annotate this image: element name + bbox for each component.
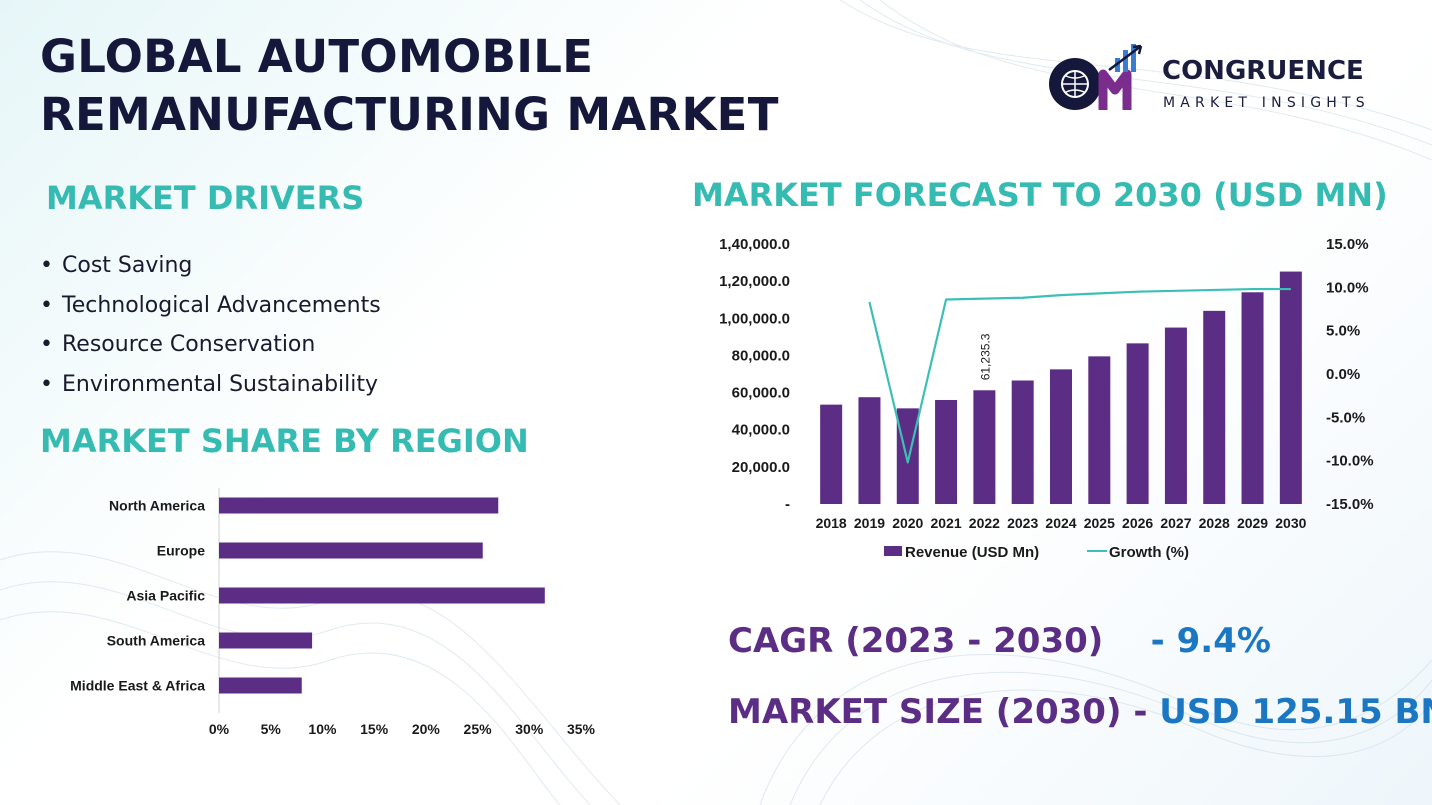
forecast-x-tick-label: 2030 [1275,515,1306,531]
revenue-bar [896,408,919,504]
region-x-tick-label: 20% [412,721,441,737]
forecast-left-tick-label: 1,00,000.0 [719,310,790,327]
forecast-right-tick-label: -5.0% [1326,409,1365,426]
legend-revenue-swatch [884,546,902,556]
forecast-x-tick-label: 2028 [1199,515,1230,531]
revenue-bar [820,404,843,504]
region-bar [219,677,302,694]
forecast-x-tick-label: 2029 [1237,515,1268,531]
forecast-x-tick-label: 2026 [1122,515,1153,531]
revenue-bar [973,390,996,504]
revenue-bar [1088,356,1111,504]
region-x-tick-label: 30% [515,721,544,737]
forecast-right-tick-label: 0.0% [1326,366,1360,383]
driver-item: Cost Saving [40,246,381,286]
region-x-tick-label: 25% [464,721,493,737]
company-logo: CONGRUENCE MARKET INSIGHTS [1045,40,1405,120]
revenue-bar [1164,327,1187,504]
region-heading: MARKET SHARE BY REGION [40,422,529,460]
region-x-tick-label: 5% [261,721,282,737]
cagr-label: CAGR (2023 - 2030) [728,621,1104,661]
logo-name: CONGRUENCE [1162,56,1364,86]
forecast-chart: - 20,000.0 40,000.0 60,000.0 80,000.0 1,00,00… [719,236,1373,561]
drivers-list: Cost Saving Technological Advancements R… [40,246,381,404]
region-bar [219,542,483,559]
forecast-right-tick-label: -15.0% [1326,496,1374,513]
revenue-bar [1203,310,1226,504]
forecast-x-tick-label: 2021 [930,515,961,531]
page-title: GLOBAL AUTOMOBILE REMANUFACTURING MARKET [40,28,779,144]
legend-revenue-label: Revenue (USD Mn) [905,544,1039,561]
cagr-value: - 9.4% [1150,621,1271,661]
legend-growth-label: Growth (%) [1109,544,1189,561]
region-x-tick-label: 0% [209,721,230,737]
forecast-right-tick-label: 5.0% [1326,323,1360,340]
region-bar [219,632,313,649]
revenue-bar [1011,380,1034,504]
driver-item: Resource Conservation [40,325,381,365]
forecast-x-tick-label: 2022 [969,515,1000,531]
forecast-left-tick-label: 40,000.0 [732,422,790,439]
forecast-x-tick-label: 2027 [1160,515,1191,531]
market-size-label: MARKET SIZE (2030) - [728,692,1148,732]
forecast-right-tick-label: 15.0% [1326,236,1369,253]
region-category-label: Middle East & Africa [70,678,205,694]
revenue-data-label: 61,235.3 [978,333,992,380]
forecast-x-tick-label: 2024 [1045,515,1076,531]
revenue-bar [935,400,958,504]
forecast-left-tick-label: 1,40,000.0 [719,236,790,253]
region-bar [219,587,545,604]
forecast-x-tick-label: 2023 [1007,515,1038,531]
market-size-value: USD 125.15 BN [1159,692,1432,732]
drivers-heading: MARKET DRIVERS [46,179,365,217]
forecast-left-tick-label: 60,000.0 [732,385,790,402]
driver-item: Technological Advancements [40,286,381,326]
revenue-bar [1241,292,1264,504]
page-title-line-1: GLOBAL AUTOMOBILE [40,30,594,83]
region-category-label: North America [109,498,205,514]
region-x-tick-label: 35% [567,721,596,737]
region-bar [219,497,499,514]
revenue-bar [1279,271,1302,504]
region-category-label: Asia Pacific [126,588,205,604]
forecast-right-tick-label: 10.0% [1326,279,1369,296]
region-category-label: South America [107,633,205,649]
forecast-left-tick-label: 80,000.0 [732,347,790,364]
forecast-x-tick-label: 2025 [1084,515,1115,531]
region-x-tick-label: 10% [308,721,337,737]
page-title-line-2: REMANUFACTURING MARKET [40,88,779,141]
region-x-tick-label: 15% [360,721,389,737]
driver-item: Environmental Sustainability [40,365,381,405]
region-share-chart: North America Europe Asia Pacific South Ame… [70,488,596,737]
growth-line [868,287,1291,464]
market-size-stat: MARKET SIZE (2030) - USD 125.15 BN [728,692,1432,732]
forecast-left-tick-label: 20,000.0 [732,459,790,476]
forecast-x-tick-label: 2020 [892,515,923,531]
revenue-bar [1050,369,1072,504]
logo-mark-icon [1049,44,1143,110]
forecast-right-tick-label: -10.0% [1326,453,1374,470]
forecast-heading: MARKET FORECAST TO 2030 (USD MN) [692,176,1388,214]
forecast-x-tick-label: 2018 [816,515,847,531]
forecast-left-tick-label: 1,20,000.0 [719,273,790,290]
region-category-label: Europe [157,543,205,559]
revenue-bar [858,397,881,504]
revenue-bar [1126,343,1149,504]
forecast-x-tick-label: 2019 [854,515,885,531]
logo-subtitle: MARKET INSIGHTS [1163,95,1370,111]
cagr-stat: CAGR (2023 - 2030) - 9.4% [728,621,1271,661]
forecast-left-tick-label: - [785,496,790,513]
